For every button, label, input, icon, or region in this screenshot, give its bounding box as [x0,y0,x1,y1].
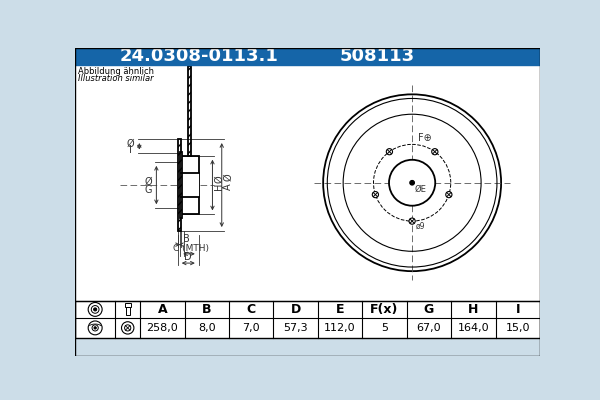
Text: Ø: Ø [214,175,224,183]
Bar [178,139,181,231]
Bar [181,156,199,214]
Text: D: D [184,252,192,262]
Text: I: I [515,303,520,316]
Text: 15,0: 15,0 [506,323,530,333]
Text: ØE: ØE [415,185,427,194]
Text: C (MTH): C (MTH) [173,244,209,253]
Text: 57,3: 57,3 [283,323,308,333]
Text: 8,0: 8,0 [198,323,215,333]
Circle shape [121,322,134,334]
Bar [188,66,191,156]
Bar [75,300,540,338]
Bar [75,48,540,65]
Bar [75,65,540,300]
Text: I: I [128,145,131,155]
Text: ø9: ø9 [416,222,425,231]
Text: B: B [184,234,190,244]
Text: B: B [202,303,212,316]
Bar [181,173,199,197]
Bar [178,139,181,231]
Text: A: A [158,303,167,316]
Circle shape [94,308,97,311]
Circle shape [372,192,379,198]
Text: E: E [336,303,344,316]
Circle shape [410,180,415,185]
Text: 508113: 508113 [340,48,415,66]
Text: H: H [468,303,479,316]
Text: 5: 5 [381,323,388,333]
Bar [179,152,182,218]
Bar [188,66,191,156]
Circle shape [323,94,501,271]
Text: Ø: Ø [223,174,233,181]
Text: A: A [223,183,233,190]
Text: G: G [145,185,152,195]
Bar [178,139,181,231]
Text: 258,0: 258,0 [146,323,178,333]
Text: Abbildung ähnlich: Abbildung ähnlich [78,67,154,76]
Text: 67,0: 67,0 [416,323,441,333]
Text: 7,0: 7,0 [242,323,260,333]
Circle shape [446,192,452,198]
Circle shape [409,218,415,224]
Bar [179,152,182,218]
Text: Illustration similar: Illustration similar [78,74,154,83]
Text: 164,0: 164,0 [458,323,489,333]
Bar [126,307,130,315]
Text: Ø: Ø [145,177,152,187]
Text: 112,0: 112,0 [324,323,356,333]
Text: G: G [424,303,434,316]
Text: Ø: Ø [126,139,134,149]
Circle shape [386,149,392,155]
Text: ATE: ATE [368,218,448,256]
Circle shape [432,149,438,155]
Text: F⊕: F⊕ [418,133,431,143]
Bar [179,152,182,218]
Circle shape [88,302,102,316]
Circle shape [94,327,97,329]
Text: 24.0308-0113.1: 24.0308-0113.1 [119,48,278,66]
Text: H: H [214,183,224,190]
Bar [125,303,131,307]
Text: F(x): F(x) [370,303,398,316]
Circle shape [88,321,102,335]
Circle shape [389,160,435,206]
Bar [181,156,199,214]
Text: C: C [247,303,256,316]
Bar [188,66,191,156]
Text: D: D [290,303,301,316]
